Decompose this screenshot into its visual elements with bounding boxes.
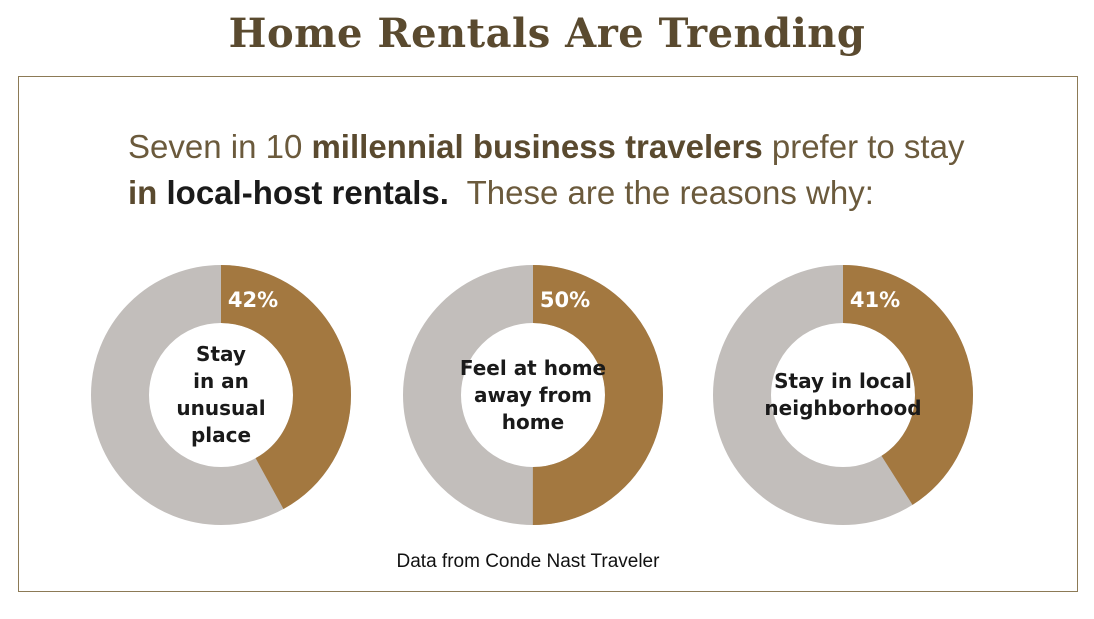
donut-value-3 <box>713 265 973 525</box>
donut-chart-2: 50% Feel at home away from home <box>401 263 665 527</box>
content-frame <box>18 76 1078 592</box>
page-title: Home Rentals Are Trending <box>228 10 866 57</box>
subtitle-emphasis-3: local-host rentals. <box>166 174 449 211</box>
donut-percent-label-1: 42% <box>228 288 278 312</box>
donut-svg-1: 42% <box>91 265 351 525</box>
donut-value-2 <box>403 265 663 525</box>
donut-chart-1: 42% Stay in an unusual place <box>89 263 353 527</box>
donut-value-1 <box>91 265 351 525</box>
donut-center-label-3: Stay in local neighborhood <box>764 369 922 420</box>
subtitle-text-3: These are the reasons why: <box>448 174 874 211</box>
donut-chart-3: 41% Stay in local neighborhood <box>711 263 975 527</box>
donut-center-label-2: Feel at home away from home <box>459 355 607 434</box>
donut-svg-3: 41% <box>713 265 973 525</box>
subtitle-emphasis-1: millennial business travelers <box>311 128 763 165</box>
donut-center-label-1: Stay in an unusual place <box>176 342 266 447</box>
donut-percent-label-2: 50% <box>540 288 590 312</box>
donut-svg-2: 50% <box>403 265 663 525</box>
subtitle-emphasis-2: in <box>128 174 167 211</box>
subtitle-text-2: prefer to stay <box>762 128 965 165</box>
subtitle-text-1: Seven in 10 <box>128 128 312 165</box>
source-note: Data from Conde Nast Traveler <box>396 551 660 572</box>
subtitle: Seven in 10 millennial business traveler… <box>128 124 1028 216</box>
donut-percent-label-3: 41% <box>850 288 900 312</box>
